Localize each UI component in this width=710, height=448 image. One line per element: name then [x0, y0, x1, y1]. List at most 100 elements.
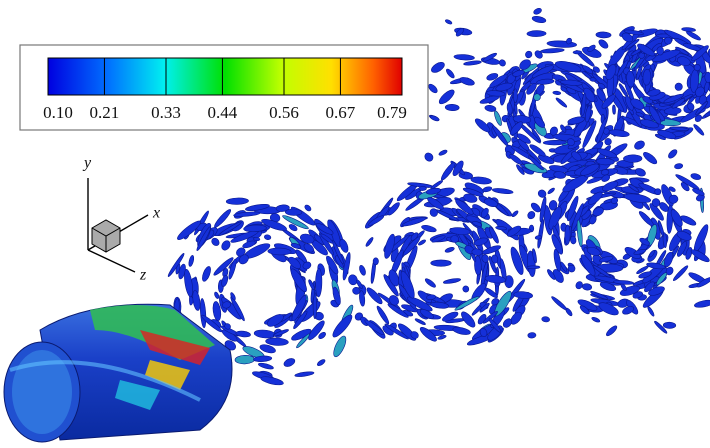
colorbar-tick-label: 0.10: [43, 103, 73, 122]
vortex-blob: [532, 248, 537, 264]
vortex-blob: [481, 254, 489, 263]
vortex-blob: [403, 236, 421, 256]
vortex-blob: [622, 306, 635, 315]
colorbar-tick-label: 0.67: [326, 103, 356, 122]
vortex-blob: [224, 323, 231, 330]
vortex-blob: [230, 292, 236, 301]
vortex-blob: [482, 186, 493, 193]
vortex-blob: [592, 265, 611, 278]
vortex-blob: [526, 265, 541, 270]
vortex-blob: [572, 50, 583, 55]
vortex-blob: [548, 200, 558, 211]
vortex-blob: [479, 302, 490, 313]
vortex-blob: [290, 243, 302, 249]
vortex-blob: [282, 215, 309, 230]
vortex-blob: [407, 296, 433, 312]
vortex-blob: [440, 162, 456, 181]
vortex-blob: [584, 105, 592, 123]
vortex-blob: [529, 144, 546, 157]
vortex-blob: [462, 285, 470, 293]
vortex-blob: [484, 104, 497, 112]
vortex-blob: [580, 254, 596, 277]
vortex-blob: [670, 209, 683, 227]
vortex-blob: [554, 61, 582, 73]
vortex-blob: [628, 183, 640, 193]
colorbar-tick-label: 0.79: [377, 103, 407, 122]
vortex-blob: [463, 60, 482, 66]
vortex-blob: [654, 188, 662, 196]
vortex-blob: [214, 209, 232, 228]
vortex-blob: [320, 233, 334, 244]
vortex-blob: [364, 319, 385, 336]
vortex-blob: [598, 39, 609, 49]
vortex-blob: [549, 126, 558, 136]
vortex-blob: [332, 239, 344, 265]
vortex-blob: [400, 270, 415, 299]
vortex-blob: [418, 239, 426, 246]
vortex-blob: [484, 275, 507, 284]
vortex-blob: [427, 197, 444, 210]
vortex-blob: [462, 187, 484, 197]
vortex-blob: [384, 233, 395, 259]
vortex-blob: [494, 110, 502, 126]
vortex-blob: [623, 193, 652, 203]
vortex-blob: [303, 243, 314, 253]
vortex-blob: [486, 73, 499, 81]
vortex-blob: [665, 266, 674, 276]
vortex-blob: [431, 235, 446, 243]
vortex-blob: [601, 174, 611, 182]
vortex-blob: [648, 250, 655, 258]
vortex-blob: [222, 301, 231, 309]
vortex-blob: [566, 138, 575, 146]
vortex-blob: [531, 16, 547, 23]
vortex-blob: [648, 105, 662, 125]
vortex-blob: [234, 354, 255, 365]
vortex-blob: [644, 281, 655, 293]
vortex-blob: [315, 223, 334, 235]
vortex-blob: [259, 344, 276, 354]
vortex-blob: [260, 376, 284, 386]
vortex-blob: [235, 330, 251, 338]
vortex-blob: [512, 69, 525, 77]
vortex-blob: [498, 59, 506, 67]
vortex-blob: [446, 68, 455, 79]
vortex-blob: [651, 198, 661, 207]
vortex-blob: [430, 301, 450, 309]
vortex-blob: [218, 221, 242, 237]
vortex-blob: [538, 154, 555, 164]
colorbar-tick-label: 0.44: [208, 103, 238, 122]
vortex-blob: [564, 224, 571, 245]
vortex-blob: [599, 281, 617, 292]
vortex-blob: [442, 311, 459, 322]
vortex-blob: [491, 298, 500, 306]
vortex-blob: [275, 204, 290, 212]
vortex-blob: [582, 120, 597, 149]
vortex-blob: [470, 176, 492, 185]
vortex-blob: [587, 44, 596, 53]
vortex-blob: [491, 188, 514, 195]
vortex-blob: [642, 68, 652, 86]
vortex-blob: [526, 30, 547, 37]
vortex-blob: [359, 290, 366, 307]
vortex-blob: [579, 305, 590, 315]
vortex-blob: [495, 82, 513, 92]
vortex-blob: [424, 278, 436, 288]
vortex-blob: [430, 115, 440, 122]
vortex-blob: [634, 140, 645, 150]
vortex-blob: [452, 160, 464, 176]
vortex-blob: [387, 202, 400, 216]
vortex-blob: [221, 240, 231, 251]
vortex-blob: [482, 52, 497, 62]
vortex-blob: [668, 194, 679, 204]
vortex-blob: [317, 359, 326, 367]
vortex-blob: [513, 291, 533, 299]
vortex-blob: [264, 234, 272, 240]
vortex-blob: [619, 285, 640, 296]
vortex-blob: [621, 32, 634, 43]
vortex-blob: [506, 102, 513, 115]
vortex-blob: [242, 240, 256, 249]
vortex-blob: [167, 253, 185, 277]
vortex-blob: [296, 333, 310, 349]
vortex-blob: [479, 328, 488, 337]
vortex-blob: [288, 224, 298, 232]
